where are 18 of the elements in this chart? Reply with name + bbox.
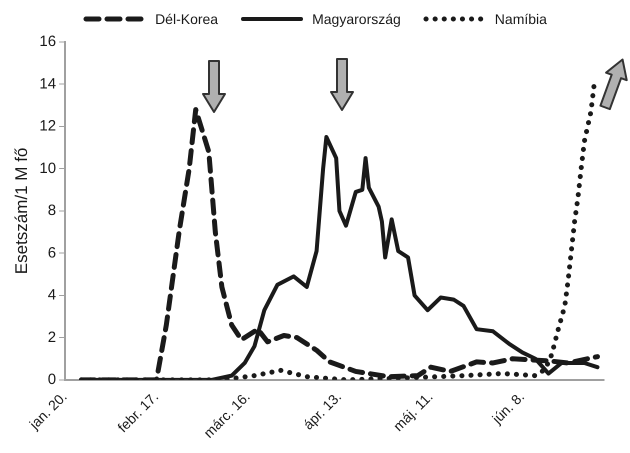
x-tick-label: jún. 8. (488, 388, 528, 428)
y-axis-title: Esetszám/1 M fő (12, 148, 31, 274)
legend-label: Magyarország (312, 11, 401, 27)
x-tick-label: máj. 11. (390, 388, 436, 434)
y-tick-label: 12 (39, 118, 56, 135)
y-tick-label: 2 (48, 328, 56, 346)
x-tick-label: febr. 17. (114, 388, 162, 436)
x-tick-label: jan. 20. (25, 388, 70, 433)
legend-label: Namíbia (494, 11, 547, 27)
y-tick-label: 0 (48, 371, 56, 388)
y-tick-label: 10 (39, 160, 56, 177)
legend-label: Dél-Korea (155, 11, 218, 27)
x-tick-label: ápr. 13. (300, 388, 344, 433)
y-tick-label: 16 (39, 33, 56, 50)
y-tick-label: 14 (39, 75, 56, 92)
y-tick-label: 4 (48, 286, 56, 304)
y-tick-label: 8 (48, 202, 56, 220)
y-tick-label: 6 (48, 244, 56, 262)
